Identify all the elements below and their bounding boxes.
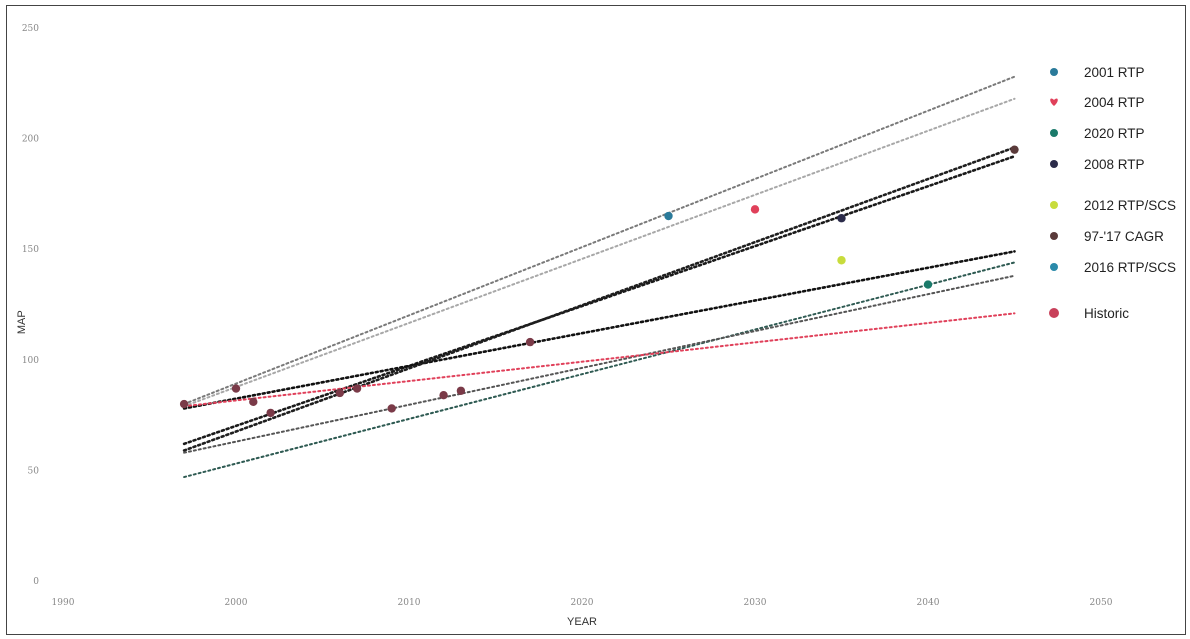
point-historic <box>525 337 535 347</box>
trendline-2016-rtp-scs <box>183 274 1016 454</box>
x-tick-label: 2010 <box>398 598 421 608</box>
x-tick-label: 2020 <box>571 598 594 608</box>
y-tick-label: 50 <box>28 466 40 476</box>
data-points <box>179 145 1019 418</box>
chart-plot: 1990 2000 2010 2020 2030 2040 2050 0 50 100 150 20… <box>16 24 1176 628</box>
y-tick-label: 150 <box>22 245 39 255</box>
point-2001-rtp <box>664 211 673 221</box>
trendline-historic <box>183 312 1016 408</box>
x-axis-title: YEAR <box>567 616 597 628</box>
trendline-2012-rtp-scs <box>182 250 1016 410</box>
point-2012-rtp-scs <box>837 256 846 265</box>
legend-marker-2004-rtp <box>1050 98 1058 106</box>
point-97-17-cagr <box>1010 145 1019 154</box>
point-historic <box>335 388 344 398</box>
x-tick-label: 1990 <box>52 598 75 608</box>
legend-label-2012-rtp-scs: 2012 RTP/SCS <box>1084 198 1176 213</box>
trendline-97-17-cagr <box>182 146 1016 452</box>
x-tick-label: 2050 <box>1090 598 1113 608</box>
y-tick-label: 200 <box>22 135 39 145</box>
point-historic <box>387 404 396 413</box>
legend-marker-2016-rtp-scs <box>1050 263 1058 271</box>
y-tick-label: 100 <box>22 356 39 366</box>
legend-label-2004-rtp: 2004 RTP <box>1084 95 1145 110</box>
y-axis-ticks: 0 50 100 150 200 250 <box>22 24 39 587</box>
point-2020-rtp <box>923 280 933 289</box>
legend-marker-2020-rtp <box>1050 129 1058 137</box>
point-2008-rtp <box>837 214 846 223</box>
point-historic <box>439 390 448 400</box>
point-2004-rtp <box>750 205 760 214</box>
legend-label-97-17-cagr: 97-'17 CAGR <box>1084 229 1164 244</box>
legend: 2001 RTP 2004 RTP 2020 RTP 2008 RTP 2012 RTP… <box>1049 65 1176 321</box>
legend-marker-2001-rtp <box>1050 68 1058 76</box>
point-historic <box>266 408 275 418</box>
x-tick-label: 2000 <box>225 598 248 608</box>
x-tick-label: 2030 <box>744 598 767 608</box>
legend-label-2008-rtp: 2008 RTP <box>1084 157 1145 172</box>
trendlines <box>182 75 1016 479</box>
trendline-2020-rtp <box>183 261 1016 479</box>
legend-label-2020-rtp: 2020 RTP <box>1084 126 1145 141</box>
chart-frame: 1990 2000 2010 2020 2030 2040 2050 0 50 100 150 20… <box>6 5 1186 635</box>
legend-marker-2012-rtp-scs <box>1050 201 1058 209</box>
point-historic <box>179 399 189 409</box>
trendline-2001-rtp <box>183 75 1016 406</box>
x-axis-ticks: 1990 2000 2010 2020 2030 2040 2050 <box>52 598 1113 608</box>
legend-label-2001-rtp: 2001 RTP <box>1084 65 1145 80</box>
legend-label-2016-rtp-scs: 2016 RTP/SCS <box>1084 260 1176 275</box>
x-tick-label: 2040 <box>917 598 940 608</box>
y-tick-label: 0 <box>33 577 39 587</box>
legend-marker-2008-rtp <box>1050 160 1058 168</box>
legend-marker-97-17-cagr <box>1050 232 1058 240</box>
trendline-2004-rtp <box>183 97 1016 408</box>
point-historic <box>456 386 466 395</box>
legend-label-historic: Historic <box>1084 306 1129 321</box>
point-historic <box>231 384 241 393</box>
y-tick-label: 250 <box>22 24 39 34</box>
legend-marker-historic <box>1049 308 1059 318</box>
point-historic <box>352 384 362 393</box>
y-axis-title: MAP <box>16 310 28 334</box>
point-historic <box>249 397 258 407</box>
